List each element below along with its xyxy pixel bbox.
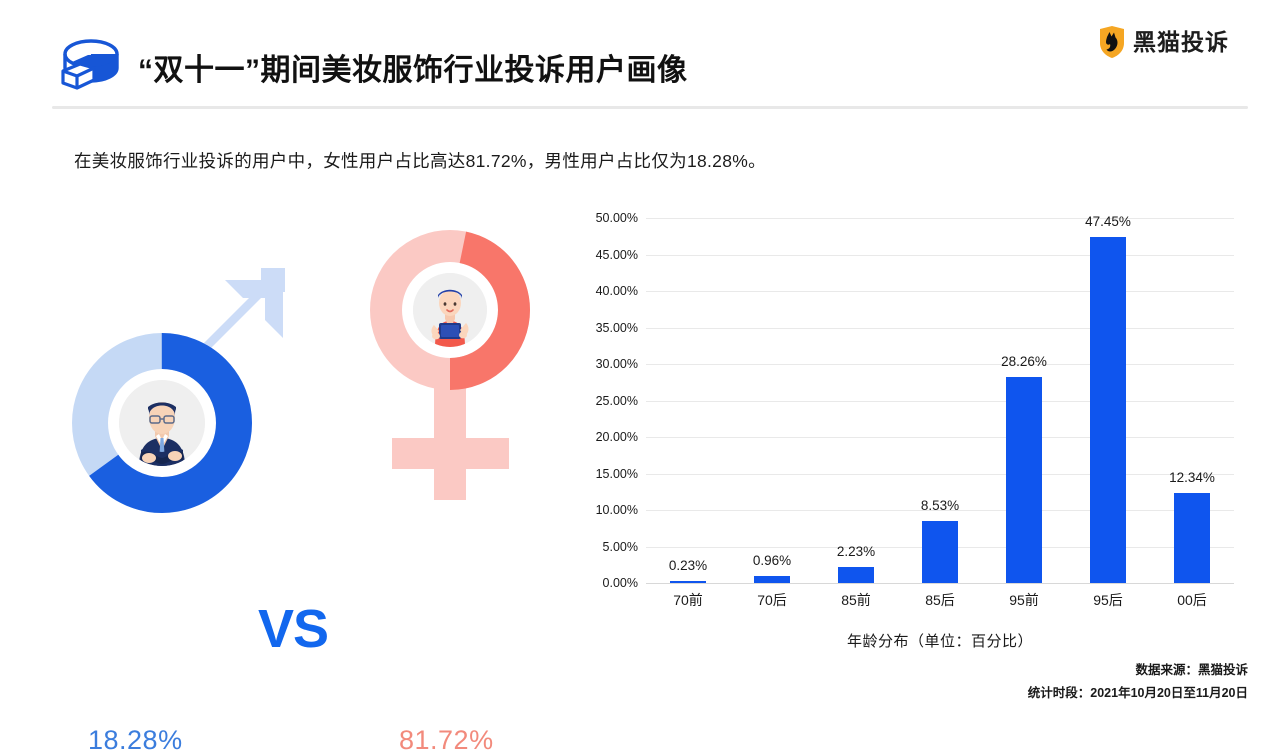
y-axis-tick: 5.00%	[602, 539, 638, 554]
bar-column[interactable]: 8.53%	[898, 218, 982, 583]
bar-value-label: 8.53%	[920, 497, 960, 513]
pie-chart-icon	[58, 38, 120, 96]
bar-value-label: 0.23%	[668, 558, 708, 574]
gender-comparison: VS 18.28% 81.72%	[0, 200, 560, 755]
bar[interactable]	[1006, 376, 1042, 583]
y-axis-tick: 35.00%	[595, 320, 638, 335]
bar-value-label: 47.45%	[1085, 213, 1131, 229]
gridline	[646, 254, 1234, 256]
gridline	[646, 327, 1234, 329]
x-axis-tick: 85后	[925, 592, 955, 608]
y-axis-tick: 45.00%	[595, 247, 638, 262]
mars-symbol-icon	[72, 333, 252, 513]
bar-value-label: 0.96%	[752, 553, 792, 568]
y-axis-tick: 0.00%	[602, 576, 638, 590]
data-source-text: 数据来源：黑猫投诉	[1135, 662, 1248, 677]
male-percent-label: 18.28%	[88, 725, 183, 755]
y-axis-tick: 15.00%	[595, 466, 638, 481]
gridline	[646, 364, 1234, 365]
female-percent-label: 81.72%	[399, 725, 494, 755]
statistics-period-text: 统计时段：2021年10月20日至11月20日	[1027, 686, 1248, 701]
gridline	[646, 583, 1234, 584]
x-axis-tick: 70后	[757, 592, 787, 608]
bar[interactable]	[922, 520, 958, 583]
gridline	[646, 473, 1234, 475]
bar-value-label: 12.34%	[1169, 469, 1215, 485]
bar-column[interactable]: 2.23%	[814, 218, 898, 583]
y-axis-tick: 50.00%	[595, 211, 638, 225]
female-stat-group	[360, 230, 560, 530]
y-axis-tick: 25.00%	[595, 393, 638, 408]
bar-value-label: 2.23%	[836, 543, 876, 559]
woman-avatar-icon	[413, 273, 487, 347]
bar[interactable]	[1090, 236, 1126, 583]
bar-column[interactable]: 0.23%	[646, 218, 730, 583]
x-axis-tick: 95前	[1009, 592, 1039, 608]
x-axis-tick: 95后	[1093, 592, 1123, 608]
y-axis-labels: 50.00% 45.00% 40.00% 35.00% 30.00% 25.00% 20.0…	[578, 211, 638, 590]
gridline	[646, 437, 1234, 438]
gridline	[646, 291, 1234, 292]
title-row: “双十一”期间美妆服饰行业投诉用户画像	[58, 38, 688, 96]
infographic-page: 黑猫投诉 “双十一”期间美妆服饰行业投诉用户画像 在美妆服饰行业投诉的用户中，女…	[0, 26, 1248, 755]
x-axis-labels: 70前 70后 85前 85后 95前 95后 00后	[646, 590, 1234, 610]
summary-text: 在美妆服饰行业投诉的用户中，女性用户占比高达81.72%，男性用户占比仅为18.…	[74, 151, 766, 171]
bar-column[interactable]: 12.34%	[1150, 218, 1234, 583]
bar-column[interactable]: 47.45%	[1066, 214, 1150, 583]
bar[interactable]	[838, 566, 874, 583]
x-axis-tick: 00后	[1177, 592, 1207, 608]
male-stat-group	[60, 255, 290, 525]
y-axis-tick: 20.00%	[595, 430, 638, 444]
vs-label: VS	[258, 599, 329, 659]
age-distribution-chart: 50.00% 45.00% 40.00% 35.00% 30.00% 25.00% 20.0…	[578, 211, 1234, 650]
x-axis-tick: 70前	[673, 592, 703, 608]
x-axis-title: 年龄分布（单位：百分比）	[846, 633, 1033, 650]
bar-value-label: 28.26%	[1001, 353, 1047, 369]
gridline	[646, 218, 1234, 219]
x-axis-tick: 85前	[841, 592, 871, 608]
black-cat-shield-icon	[1098, 26, 1126, 58]
footer-notes: 数据来源：黑猫投诉 统计时段：2021年10月20日至11月20日	[1028, 659, 1248, 707]
businessman-avatar-icon	[119, 380, 205, 466]
venus-symbol-icon	[370, 230, 530, 390]
y-axis-tick: 10.00%	[595, 503, 638, 517]
chart-plot-area: 0.23% 0.96% 2.23% 8.53% 28.26% 47.45% 12.34%	[646, 214, 1234, 584]
bar[interactable]	[754, 576, 790, 583]
bar-column[interactable]: 28.26%	[982, 218, 1066, 583]
brand-logo: 黑猫投诉	[1098, 26, 1229, 58]
gridline	[646, 510, 1234, 511]
brand-name: 黑猫投诉	[1133, 28, 1229, 55]
bar[interactable]	[1174, 492, 1210, 583]
mars-arrow-icon	[165, 260, 295, 390]
bar[interactable]	[670, 581, 706, 583]
page-title: “双十一”期间美妆服饰行业投诉用户画像	[138, 54, 688, 87]
y-axis-tick: 40.00%	[595, 284, 638, 298]
bar-column[interactable]: 0.96%	[730, 218, 814, 583]
gridline	[646, 400, 1234, 402]
venus-cross	[392, 438, 509, 469]
bar-series: 0.23% 0.96% 2.23% 8.53% 28.26% 47.45% 12.34%	[646, 214, 1234, 583]
y-axis-tick: 30.00%	[595, 357, 638, 371]
header-divider	[52, 106, 1248, 109]
